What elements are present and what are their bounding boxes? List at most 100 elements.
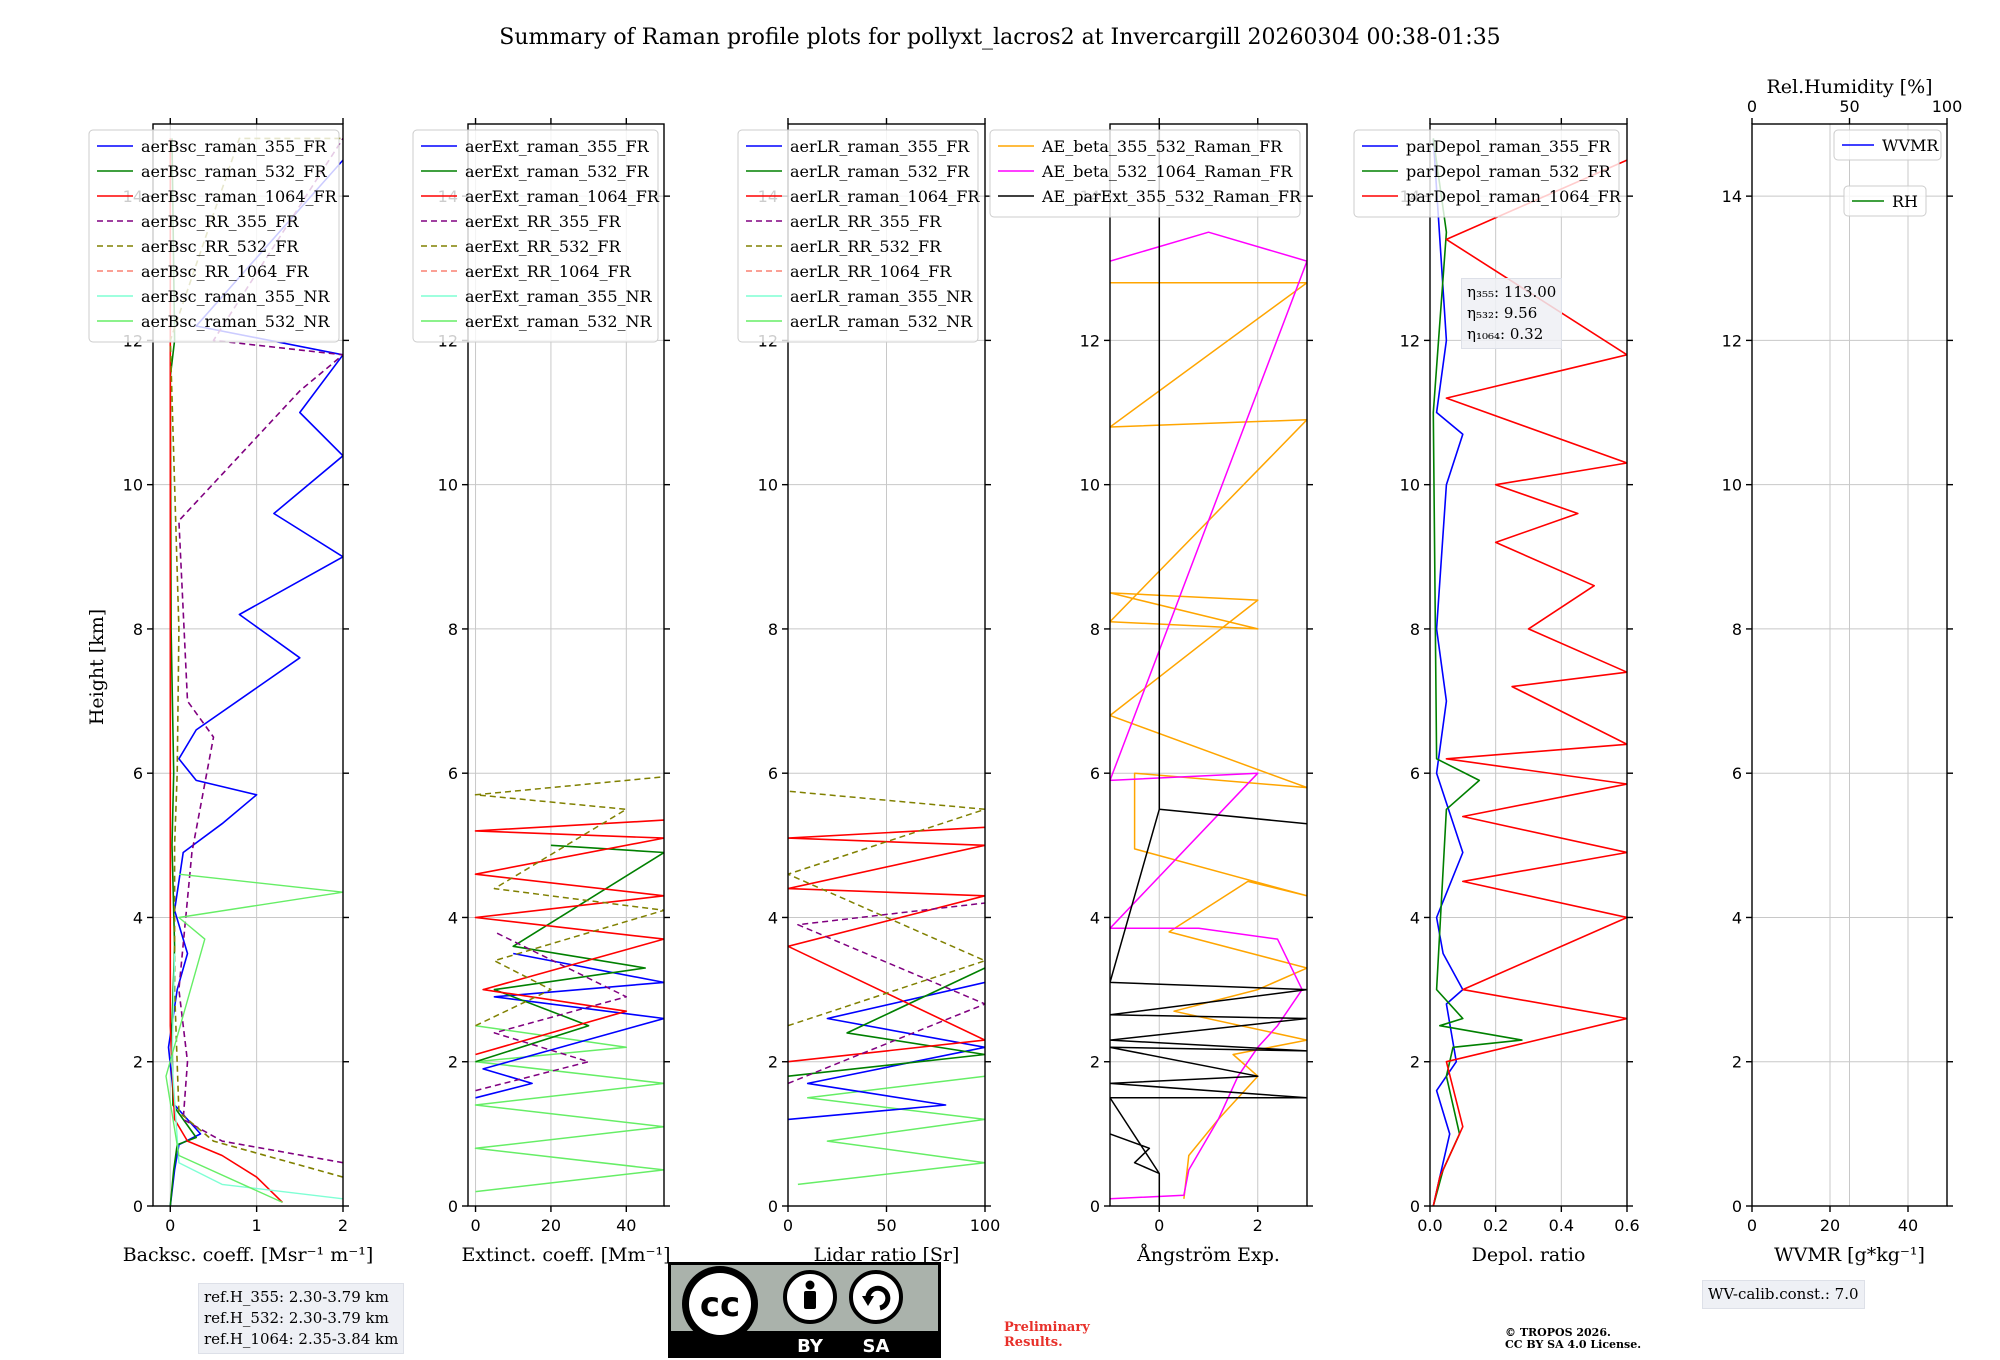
series-line-parDepol_raman_532_FR (1432, 138, 1523, 1206)
series-line-parDepol_raman_1064_FR (1432, 159, 1627, 1206)
series-line-aerExt_RR_532_FR (474, 776, 664, 1027)
series-line-aerExt_raman_532_NR (474, 1024, 664, 1193)
top-x-tick-label: 0 (1747, 97, 1757, 116)
y-tick-label: 2 (768, 1053, 778, 1072)
x-tick-label: 0.0 (1417, 1216, 1442, 1235)
preliminary-line-2: Results. (1004, 1335, 1063, 1350)
panel-angstrom: 0246810121402Ångström Exp.AE_beta_355_53… (989, 118, 1313, 1266)
x-tick-label: 0 (1747, 1216, 1757, 1235)
legend-label: parDepol_raman_532_FR (1406, 162, 1612, 181)
x-axis-label: Depol. ratio (1472, 1244, 1586, 1266)
y-tick-label: 10 (758, 476, 778, 495)
legend-label: aerBsc_raman_532_FR (141, 162, 327, 181)
legend-label: aerExt_RR_355_FR (465, 212, 622, 231)
y-tick-label: 8 (448, 620, 458, 639)
axes-frame (1109, 123, 1308, 1207)
y-tick-label: 8 (1732, 620, 1742, 639)
series-group (788, 790, 985, 1186)
y-tick-label: 4 (448, 908, 458, 927)
legend-label: AE_beta_532_1064_Raman_FR (1041, 162, 1293, 181)
legend-box (1353, 129, 1620, 218)
x-tick-label: 40 (1898, 1216, 1918, 1235)
series-line-aerLR_raman_355_FR (788, 981, 985, 1121)
legend-box (1843, 185, 1927, 217)
legend-label: aerLR_raman_1064_FR (790, 187, 980, 206)
legend-box (737, 129, 979, 343)
series-line-AE_beta_532_1064_Raman_FR (1110, 231, 1307, 1200)
y-tick-label: 0 (1090, 1197, 1100, 1216)
legend-label: AE_parExt_355_532_Raman_FR (1041, 187, 1302, 206)
legend-label: aerBsc_raman_355_FR (141, 137, 327, 156)
ref-height-532: ref.H_532: 2.30-3.79 km (204, 1309, 389, 1327)
legend: aerLR_raman_355_FR aerLR_raman_532_FR aerL… (737, 129, 980, 343)
legend-label: aerExt_raman_355_FR (465, 137, 650, 156)
axes-frame (152, 123, 344, 1207)
share-alike-arrow (865, 1285, 891, 1311)
series-line-aerBsc_raman_1064_FR (169, 138, 284, 1203)
y-tick-label: 10 (123, 476, 143, 495)
y-tick-label: 6 (768, 764, 778, 783)
attribution-icon-head (805, 1280, 815, 1290)
series-line-aerExt_raman_532_FR (475, 844, 664, 1063)
y-tick-label: 0 (1732, 1197, 1742, 1216)
y-tick-label: 6 (1090, 764, 1100, 783)
series-line-aerLR_raman_532_FR (788, 967, 985, 1077)
y-tick-label: 6 (133, 764, 143, 783)
series-line-aerLR_RR_532_FR (788, 790, 985, 1027)
series-line-parDepol_raman_355_FR (1432, 138, 1464, 1206)
series-line-aerExt_RR_355_FR (475, 931, 628, 1092)
x-tick-label: 1 (252, 1216, 262, 1235)
cc-license-badge[interactable]: cc BY SA (668, 1262, 941, 1358)
y-tick-label: 4 (1732, 908, 1742, 927)
y-tick-label: 10 (438, 476, 458, 495)
share-alike-arrowhead (862, 1296, 874, 1306)
top-axis-label: Rel.Humidity [%] (1766, 76, 1932, 98)
preliminary-note: Preliminary Results. (1004, 1320, 1090, 1350)
x-tick-label: 20 (541, 1216, 561, 1235)
legend-label: aerExt_raman_532_FR (465, 162, 650, 181)
series-line-aerBsc_raman_532_NR (165, 873, 343, 1204)
cc-by-label: BY (797, 1336, 824, 1357)
x-tick-label: 0 (165, 1216, 175, 1235)
y-tick-label: 4 (1090, 908, 1100, 927)
y-tick-label: 6 (448, 764, 458, 783)
x-tick-label: 0.4 (1549, 1216, 1574, 1235)
legend-label: parDepol_raman_1064_FR (1406, 187, 1622, 206)
eta-532-row: η₅₃₂: 9.56 (1467, 303, 1556, 324)
y-tick-label: 12 (1400, 331, 1420, 350)
y-tick-label: 0 (768, 1197, 778, 1216)
y-tick-label: 12 (1080, 331, 1100, 350)
legend-box (412, 129, 659, 343)
legend-label: aerBsc_RR_532_FR (141, 237, 299, 256)
eta-355-row: η₃₅₅: 113.00 (1467, 282, 1556, 303)
cc-sa-label: SA (863, 1336, 890, 1357)
legend: aerExt_raman_355_FR aerExt_raman_532_FRae… (412, 129, 660, 343)
legend-box (1833, 129, 1942, 161)
legend-label: aerBsc_raman_532_NR (141, 312, 330, 331)
y-tick-label: 10 (1400, 476, 1420, 495)
wv-calibration-box: WV-calib.const.: 7.0 (1702, 1280, 1865, 1309)
x-tick-label: 100 (970, 1216, 1001, 1235)
y-tick-label: 0 (133, 1197, 143, 1216)
panel-lidar_ratio: 02468101214050100Lidar ratio [Sr]aerLR_r… (737, 118, 1001, 1266)
legend-label: aerExt_raman_355_NR (465, 287, 653, 306)
y-tick-label: 2 (448, 1053, 458, 1072)
legend-box (989, 129, 1301, 218)
x-axis-label: WVMR [g*kg⁻¹] (1774, 1244, 1925, 1266)
ref-height-1064: ref.H_1064: 2.35-3.84 km (204, 1330, 399, 1348)
figure-title: Summary of Raman profile plots for polly… (499, 25, 1500, 50)
panel-backscatter: 02468101214012Backsc. coeff. [Msr⁻¹ m⁻¹]… (88, 118, 373, 1266)
legend: aerBsc_raman_355_FR aerBsc_raman_532_FRae… (88, 129, 340, 343)
x-axis-label: Extinct. coeff. [Mm⁻¹] (461, 1244, 670, 1266)
top-x-tick-label: 100 (1932, 97, 1963, 116)
y-tick-label: 14 (1722, 187, 1742, 206)
legend-label: parDepol_raman_355_FR (1406, 137, 1612, 156)
y-tick-label: 4 (1410, 908, 1420, 927)
wv-calibration-text: WV-calib.const.: 7.0 (1708, 1285, 1859, 1303)
series-line-aerBsc_RR_355_FR (178, 137, 343, 1164)
y-tick-label: 8 (1410, 620, 1420, 639)
y-tick-label: 4 (133, 908, 143, 927)
x-tick-label: 0 (783, 1216, 793, 1235)
cc-logo-text: cc (700, 1285, 740, 1325)
eta-532-value: : 9.56 (1494, 304, 1538, 322)
